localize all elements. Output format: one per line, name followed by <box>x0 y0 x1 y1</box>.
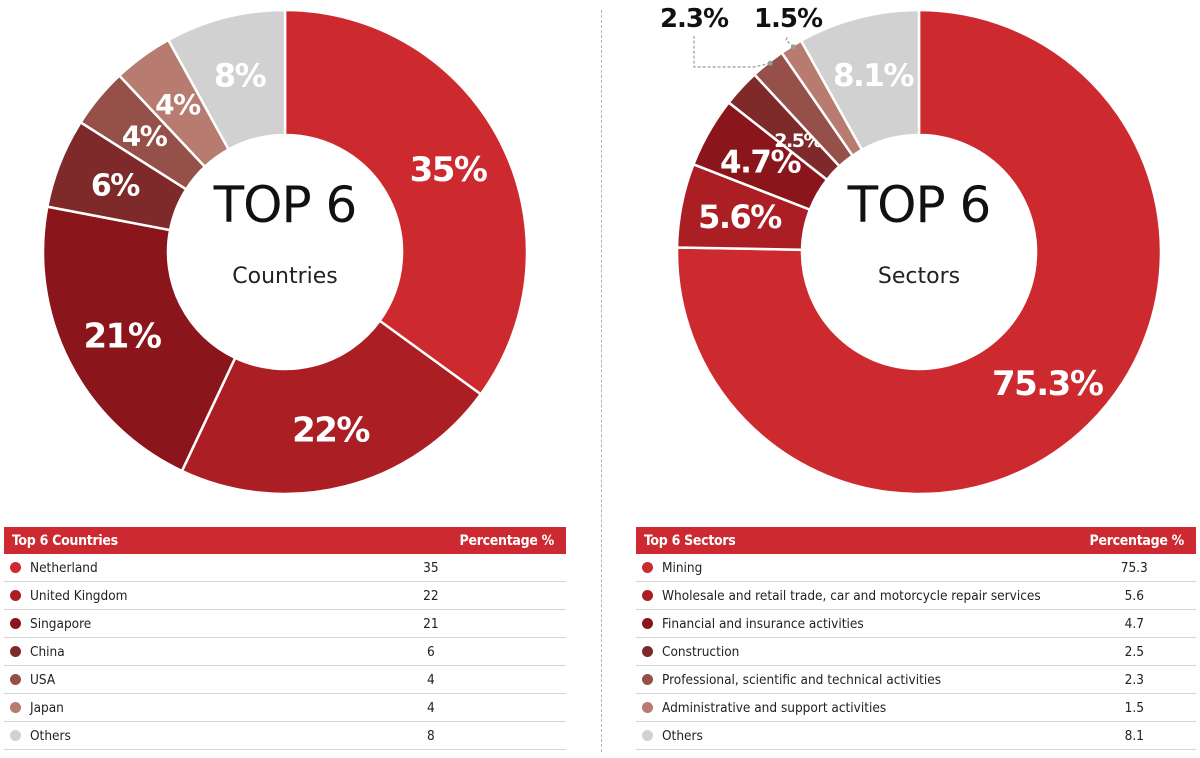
sectors-panel: 75.3% 5.6% 4.7% 2.5% 2.3% 1.5% 8.1% TOP 6 Sector… <box>604 0 1200 758</box>
row-label: China <box>30 643 65 660</box>
sectors-header-name: Top 6 Sectors <box>636 527 1073 554</box>
countries-header-value: Percentage % <box>295 527 566 554</box>
sectors-header-value: Percentage % <box>1072 527 1196 554</box>
legend-dot <box>10 561 21 573</box>
table-row: Others 8.1 <box>636 721 1196 750</box>
row-value: 35 <box>295 554 566 582</box>
row-label: Netherland <box>30 559 98 576</box>
row-label: Singapore <box>30 615 92 632</box>
legend-dot <box>642 645 653 657</box>
table-row: Singapore 21 <box>4 609 566 638</box>
donut-hole <box>169 136 401 368</box>
slice-label: 8.1% <box>833 58 914 94</box>
slice-label: 4% <box>155 88 201 121</box>
table-row: Wholesale and retail trade, car and moto… <box>636 581 1196 610</box>
leader-dot <box>767 60 773 66</box>
table-row: USA 4 <box>4 665 566 694</box>
center-subtitle: Sectors <box>878 264 960 289</box>
table-row: Netherland 35 <box>4 554 566 582</box>
row-label: Japan <box>30 699 64 716</box>
slice-label: 6% <box>91 168 140 203</box>
row-value: 6 <box>295 637 566 666</box>
row-value: 4 <box>295 665 566 694</box>
row-value: 4.7 <box>1072 609 1196 638</box>
legend-dot <box>10 617 21 629</box>
row-label: Administrative and support activities <box>662 699 887 716</box>
countries-donut-chart: 35% 22% 21% 6% 4%4% 8% TOP 6 Countries <box>41 8 529 496</box>
slice-label: 35% <box>410 150 487 190</box>
leader-dot <box>790 44 796 50</box>
panel-divider <box>601 10 602 752</box>
legend-dot <box>10 673 21 685</box>
slice-others <box>799 8 921 152</box>
row-value: 4 <box>295 693 566 722</box>
legend-dot <box>642 617 653 629</box>
center-title: TOP 6 <box>213 176 357 234</box>
row-label: Others <box>662 727 703 744</box>
sectors-table: Top 6 Sectors Percentage % Mining 75.3 Wh… <box>636 527 1196 750</box>
row-value: 2.5 <box>1072 637 1196 666</box>
slice-label: 21% <box>84 316 161 356</box>
table-row: Construction 2.5 <box>636 637 1196 666</box>
row-label: Wholesale and retail trade, car and moto… <box>662 587 1041 604</box>
row-label: USA <box>30 671 56 688</box>
table-row: Professional, scientific and technical a… <box>636 665 1196 694</box>
leader-line <box>785 35 794 48</box>
legend-dot <box>642 729 653 741</box>
row-label: Construction <box>662 643 740 660</box>
slice-netherland <box>283 8 529 396</box>
slice-label: 5.6% <box>698 198 782 236</box>
legend-dot <box>10 729 21 741</box>
row-label: Professional, scientific and technical a… <box>662 671 942 688</box>
countries-panel: 35% 22% 21% 6% 4% 4% 8% TOP 6 Countries Top 6 Co… <box>4 8 566 750</box>
slice-united-kingdom <box>180 319 483 496</box>
legend-dot <box>10 589 21 601</box>
row-value: 22 <box>295 581 566 610</box>
row-label: Financial and insurance activities <box>662 615 864 632</box>
table-row: United Kingdom 22 <box>4 581 566 610</box>
row-value: 1.5 <box>1072 693 1196 722</box>
row-label: United Kingdom <box>30 587 128 604</box>
row-label: Mining <box>662 559 703 576</box>
sectors-donut-chart: 75.3%5.6%4.7%2.5%2.3% 1.5%8.1%TOP 6Sector… <box>660 4 1163 496</box>
row-value: 5.6 <box>1072 581 1196 610</box>
center-title: TOP 6 <box>847 176 991 234</box>
row-value: 8.1 <box>1072 721 1196 750</box>
legend-dot <box>642 673 653 685</box>
row-value: 8 <box>295 721 566 750</box>
table-header-row: Top 6 Countries Percentage % <box>4 527 566 554</box>
countries-header-name: Top 6 Countries <box>4 527 296 554</box>
legend-dot <box>10 645 21 657</box>
table-row: Mining 75.3 <box>636 554 1196 582</box>
row-value: 75.3 <box>1072 554 1196 582</box>
leader-line <box>693 36 771 68</box>
legend-dot <box>642 561 653 573</box>
table-header-row: Top 6 Sectors Percentage % <box>636 527 1196 554</box>
center-subtitle: Countries <box>232 264 338 289</box>
table-row: Japan 4 <box>4 693 566 722</box>
legend-dot <box>642 701 653 713</box>
slice-label: 75.3% <box>992 364 1103 404</box>
table-row: Administrative and support activities 1.5 <box>636 693 1196 722</box>
row-label: Others <box>30 727 71 744</box>
table-row: Financial and insurance activities 4.7 <box>636 609 1196 638</box>
slice-label: 22% <box>292 410 369 450</box>
slice-label: 2.3% <box>660 4 729 34</box>
legend-dot <box>642 589 653 601</box>
slice-label: 4% <box>122 119 168 152</box>
countries-table: Top 6 Countries Percentage % Netherland 3… <box>4 527 566 750</box>
slice-mining <box>675 8 1163 496</box>
slice-others <box>166 8 287 152</box>
slice-label: 8% <box>214 56 267 94</box>
slice-label: 1.5% <box>754 4 823 34</box>
legend-dot <box>10 701 21 713</box>
row-value: 21 <box>295 609 566 638</box>
donut-hole <box>803 136 1035 368</box>
slice-singapore <box>41 205 237 473</box>
table-row: China 6 <box>4 637 566 666</box>
table-row: Others 8 <box>4 721 566 750</box>
row-value: 2.3 <box>1072 665 1196 694</box>
